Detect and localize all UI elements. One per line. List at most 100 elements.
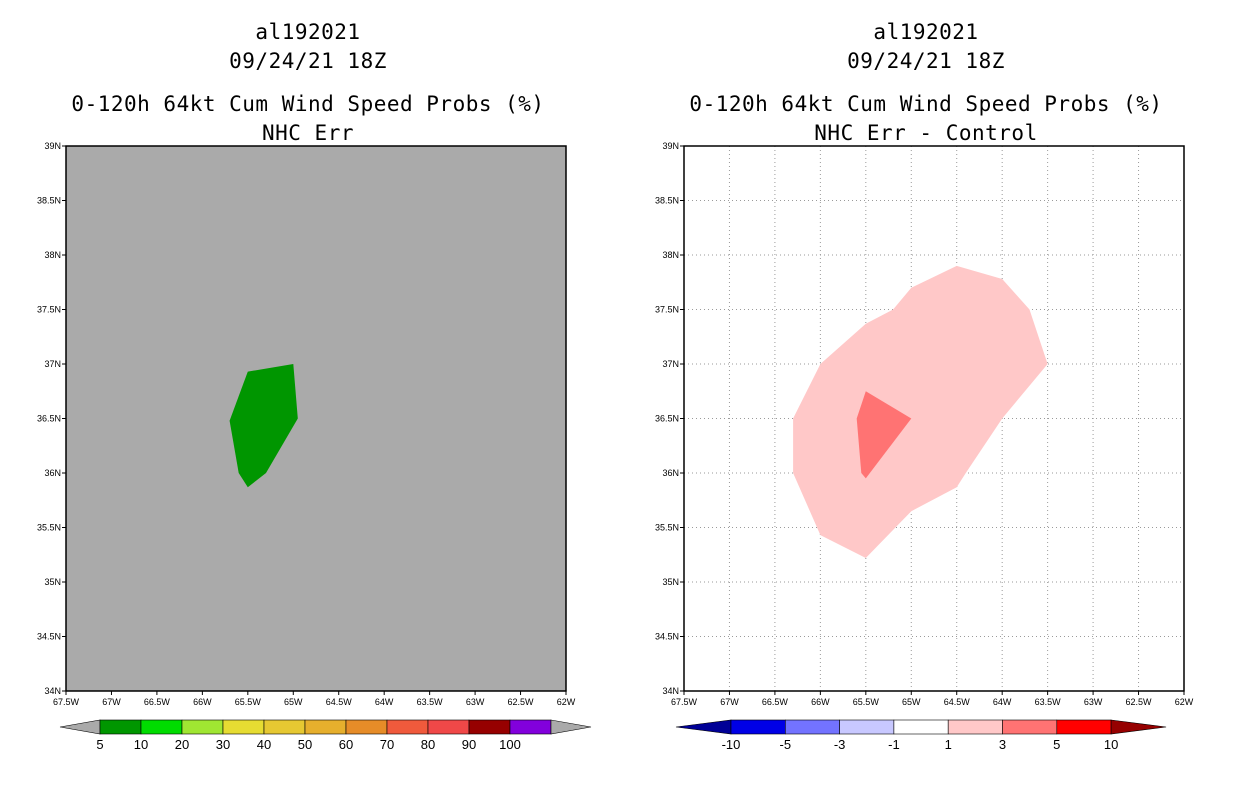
plot-background xyxy=(66,146,566,691)
colorbar-label: 30 xyxy=(216,737,230,752)
colorbar-label: -3 xyxy=(834,737,846,752)
colorbar-swatch xyxy=(222,719,265,735)
y-tick-label: 38.5N xyxy=(37,196,61,206)
x-tick-label: 64W xyxy=(375,697,394,707)
y-tick-label: 37N xyxy=(44,359,61,369)
colorbar-label: 100 xyxy=(499,737,521,752)
x-tick-label: 65.5W xyxy=(853,697,880,707)
y-tick-label: 34N xyxy=(662,686,679,696)
left-chart: 67.5W 67W 66.5W 66W 65.5W 65W 64.5W 64W 63.5W 63W… xyxy=(37,141,592,752)
colorbar-swatch xyxy=(468,719,511,735)
colorbar-label: 1 xyxy=(945,737,952,752)
colorbar-swatch xyxy=(1002,719,1058,735)
colorbar-label: 3 xyxy=(999,737,1006,752)
colorbar-low-arrow xyxy=(675,719,732,735)
right-title-product: 0-120h 64kt Cum Wind Speed Probs (%) xyxy=(689,92,1163,116)
y-tick-label: 34.5N xyxy=(655,632,679,642)
y-tick-label: 39N xyxy=(44,141,61,151)
x-tick-label: 67.5W xyxy=(671,697,698,707)
colorbar-high-arrow xyxy=(550,719,592,735)
y-tick-label: 36.5N xyxy=(655,414,679,424)
y-tick-label: 35N xyxy=(44,577,61,587)
colorbar-swatch xyxy=(99,719,142,735)
x-tick-label: 66.5W xyxy=(144,697,171,707)
colorbar-swatch xyxy=(1056,719,1112,735)
contour-region-1 xyxy=(229,364,298,488)
colorbar-low-arrow xyxy=(59,719,101,735)
colorbar-swatch xyxy=(893,719,949,735)
colorbar-swatch xyxy=(181,719,224,735)
colorbar-swatch xyxy=(509,719,552,735)
colorbar-label: 70 xyxy=(380,737,394,752)
colorbar-label: -10 xyxy=(722,737,741,752)
y-tick-label: 36N xyxy=(662,468,679,478)
y-tick-label: 38N xyxy=(44,250,61,260)
x-tick-label: 62.5W xyxy=(508,697,535,707)
contour-region-2 xyxy=(856,391,912,479)
right-title-storm-id: al192021 xyxy=(873,20,979,44)
colorbar-swatch xyxy=(785,719,840,735)
right-title-subtitle: NHC Err - Control xyxy=(814,121,1038,145)
x-tick-label: 63W xyxy=(1084,697,1103,707)
x-tick-label: 66W xyxy=(193,697,212,707)
colorbar-label: 40 xyxy=(257,737,271,752)
colorbar-label: -5 xyxy=(780,737,792,752)
colorbar-swatch xyxy=(386,719,429,735)
x-tick-label: 64.5W xyxy=(326,697,353,707)
y-tick-label: 37.5N xyxy=(655,305,679,315)
x-tick-label: 63.5W xyxy=(1035,697,1062,707)
x-tick-label: 63W xyxy=(466,697,485,707)
x-tick-label: 63.5W xyxy=(417,697,444,707)
colorbar-label: 10 xyxy=(1104,737,1118,752)
left-title-datetime: 09/24/21 18Z xyxy=(229,49,387,73)
colorbar-label: 90 xyxy=(462,737,476,752)
left-title-product: 0-120h 64kt Cum Wind Speed Probs (%) xyxy=(71,92,545,116)
colorbar-swatch xyxy=(140,719,183,735)
y-tick-label: 38.5N xyxy=(655,196,679,206)
colorbar-label: -1 xyxy=(888,737,900,752)
y-tick-label: 36N xyxy=(44,468,61,478)
y-tick-label: 38N xyxy=(662,250,679,260)
x-tick-label: 67W xyxy=(102,697,121,707)
y-tick-label: 35.5N xyxy=(655,523,679,533)
colorbar-label: 50 xyxy=(298,737,312,752)
colorbar-label: 20 xyxy=(175,737,189,752)
y-tick-label: 37.5N xyxy=(37,305,61,315)
colorbar-swatch xyxy=(345,719,388,735)
colorbar-label: 5 xyxy=(96,737,103,752)
colorbar-swatch xyxy=(304,719,347,735)
colorbar-high-arrow xyxy=(1110,719,1167,735)
x-tick-label: 64.5W xyxy=(944,697,971,707)
left-title-subtitle: NHC Err xyxy=(261,121,354,145)
x-tick-label: 67W xyxy=(720,697,739,707)
x-tick-label: 65W xyxy=(284,697,303,707)
right-title-datetime: 09/24/21 18Z xyxy=(847,49,1005,73)
colorbar-swatch xyxy=(263,719,306,735)
x-tick-label: 62W xyxy=(557,697,576,707)
colorbar-label: 10 xyxy=(134,737,148,752)
colorbar-swatch xyxy=(839,719,895,735)
y-tick-label: 35.5N xyxy=(37,523,61,533)
y-tick-label: 35N xyxy=(662,577,679,587)
y-tick-label: 34N xyxy=(44,686,61,696)
y-tick-label: 34.5N xyxy=(37,632,61,642)
contour-region-1 xyxy=(793,265,1048,558)
colorbar-label: 80 xyxy=(421,737,435,752)
y-tick-label: 36.5N xyxy=(37,414,61,424)
colorbar-swatch xyxy=(427,719,470,735)
x-tick-label: 65W xyxy=(902,697,921,707)
x-tick-label: 66W xyxy=(811,697,830,707)
y-tick-label: 39N xyxy=(662,141,679,151)
x-tick-label: 64W xyxy=(993,697,1012,707)
x-tick-label: 65.5W xyxy=(235,697,262,707)
right-chart: 67.5W 67W 66.5W 66W 65.5W 65W 64.5W 64W 63.5W 63W… xyxy=(655,141,1194,752)
x-tick-label: 67.5W xyxy=(53,697,80,707)
colorbar-label: 60 xyxy=(339,737,353,752)
x-tick-label: 62W xyxy=(1175,697,1194,707)
x-tick-label: 62.5W xyxy=(1126,697,1153,707)
colorbar-swatch xyxy=(730,719,786,735)
y-tick-label: 37N xyxy=(662,359,679,369)
colorbar-swatch xyxy=(947,719,1003,735)
left-title-storm-id: al192021 xyxy=(255,20,361,44)
x-tick-label: 66.5W xyxy=(762,697,789,707)
